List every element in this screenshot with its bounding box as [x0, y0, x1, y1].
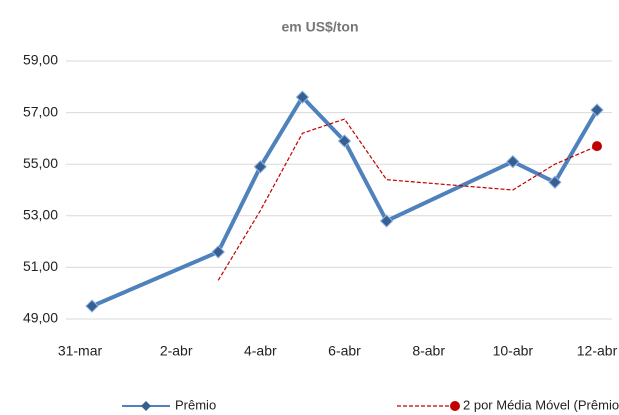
- series-line: [91, 95, 599, 308]
- point-marker: [85, 299, 99, 313]
- point-marker: [592, 141, 602, 152]
- x-tick-label: 6-abr: [328, 343, 361, 359]
- point-marker: [253, 160, 268, 174]
- y-tick-label: 55,00: [23, 155, 58, 171]
- y-tick-label: 53,00: [23, 207, 58, 223]
- x-tick-label: 12-abr: [577, 343, 618, 359]
- y-tick-label: 49,00: [23, 310, 58, 326]
- point-marker: [590, 103, 604, 117]
- y-tick-label: 59,00: [23, 52, 58, 68]
- point-marker: [337, 134, 352, 148]
- legend-label: 2 por Média Móvel (Prêmio): [463, 397, 619, 412]
- x-tick-label: 8-abr: [412, 343, 445, 359]
- legend-marker: [141, 401, 151, 411]
- legend-marker: [450, 401, 460, 411]
- y-tick-label: 51,00: [23, 258, 58, 274]
- y-tick-label: 57,00: [23, 103, 58, 119]
- chart-subtitle: em US$/ton: [281, 19, 358, 35]
- point-marker: [506, 154, 520, 169]
- x-tick-label: 2-abr: [160, 343, 193, 359]
- point-marker: [379, 214, 394, 228]
- point-marker: [211, 245, 225, 259]
- x-tick-label: 31-mar: [58, 343, 103, 359]
- point-marker: [295, 90, 310, 104]
- x-tick-label: 4-abr: [244, 343, 277, 359]
- series-line: [217, 118, 598, 281]
- x-tick-label: 10-abr: [493, 343, 534, 359]
- point-marker: [548, 175, 562, 189]
- legend-label: Prêmio: [175, 397, 216, 412]
